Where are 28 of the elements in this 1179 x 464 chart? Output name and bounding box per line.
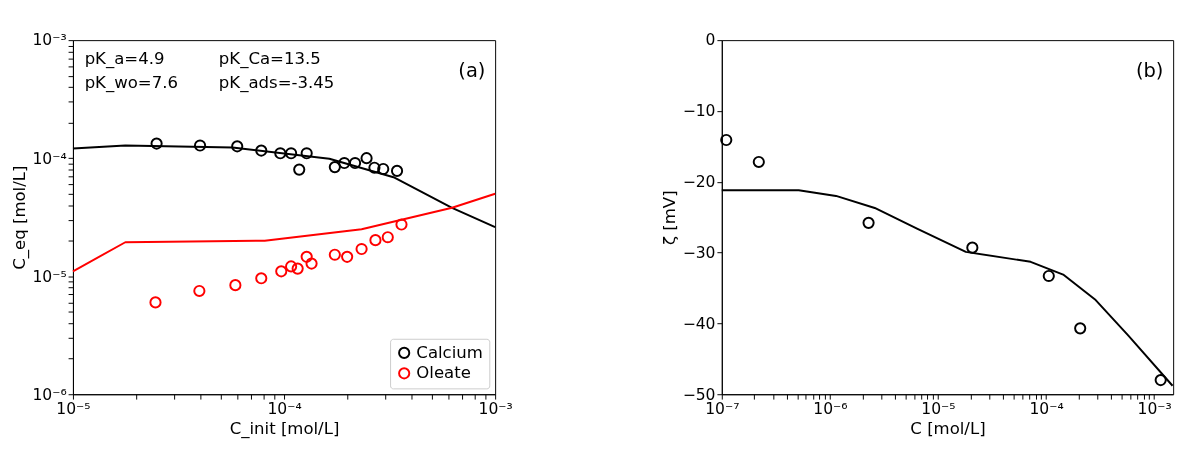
y-tick-label: −20 [682,173,716,192]
x-tick-label: 10⁻⁴ [267,400,302,419]
x-tick-label: 10⁻⁴ [1029,400,1064,419]
y-tick-label: 10⁻⁵ [32,267,67,286]
annotation: pK_wo=7.6 [84,72,178,93]
x-tick-label: 10⁻³ [478,400,513,419]
annotation: pK_Ca=13.5 [218,49,321,70]
x-axis-title: C_init [mol/L] [229,418,340,439]
y-tick-label: −30 [682,243,716,262]
annotation: (b) [1135,59,1164,83]
annotation: pK_ads=-3.45 [218,72,335,93]
y-tick-label: −40 [682,314,716,333]
y-tick-label: 0 [705,31,716,50]
legend-label: Oleate [416,363,471,383]
y-axis-title: ζ [mV] [659,190,679,245]
x-tick-label: 10⁻⁵ [56,400,91,419]
annotation: pK_a=4.9 [84,49,165,70]
x-tick-label: 10⁻⁶ [813,400,848,419]
x-tick-label: 10⁻⁵ [921,400,956,419]
y-tick-label: 10⁻³ [32,31,67,50]
x-axis-title: C [mol/L] [910,418,986,438]
legend-label: Calcium [416,342,483,362]
y-tick-label: −10 [682,102,716,121]
y-tick-label: 10⁻⁴ [32,149,67,168]
y-axis-title: C_eq [mol/L] [9,165,30,270]
x-tick-label: 10⁻⁷ [705,400,740,419]
annotation: (a) [458,59,486,83]
x-tick-label: 10⁻³ [1137,400,1172,419]
